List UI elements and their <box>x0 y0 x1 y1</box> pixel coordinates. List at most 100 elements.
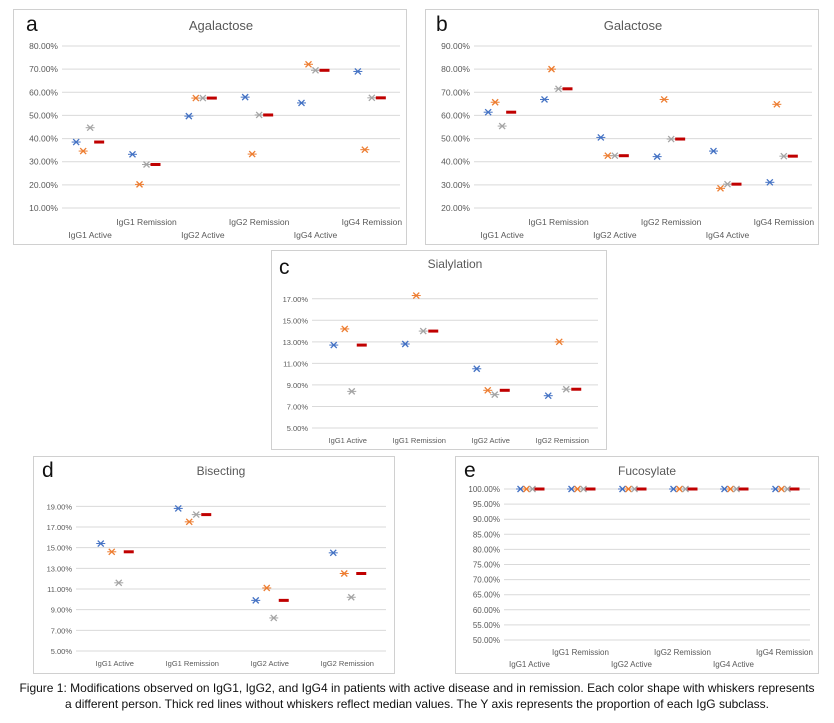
data-point-person-2 <box>78 147 88 155</box>
panel-letter-b: b <box>436 13 448 36</box>
data-point-person-2 <box>360 146 370 154</box>
data-point-person-1 <box>353 67 363 75</box>
data-point-person-2 <box>483 386 493 394</box>
y-tick-label: 9.00% <box>287 381 309 390</box>
data-point-person-3 <box>367 94 377 102</box>
x-category-label: IgG2 Remission <box>654 648 711 657</box>
data-point-person-2 <box>772 100 782 108</box>
panel-d: d Bisecting 5.00% 7.00% 9.00% 11.00% 13.00% 15… <box>33 456 395 674</box>
chart-title: Galactose <box>604 18 663 33</box>
x-category-label: IgG2 Remission <box>641 217 702 227</box>
chart-galactose: Galactose 20.00% 30.00% 40.00% 50.00% 60.00% 7… <box>441 18 814 240</box>
x-category-label: IgG1 Remission <box>116 217 177 227</box>
data-point-person-1 <box>709 147 718 155</box>
y-tick-label: 15.00% <box>283 316 309 325</box>
data-point-person-3 <box>561 385 571 393</box>
data-point-person-2 <box>554 338 564 346</box>
chart-sialylation: Sialylation 5.00% 7.00% 9.00% 11.00% 13.00% 15… <box>283 257 598 445</box>
data-point-person-2 <box>247 150 257 158</box>
y-tick-label: 15.00% <box>47 544 73 553</box>
x-category-label: IgG1 Remission <box>393 436 446 445</box>
data-point-person-3 <box>346 593 356 601</box>
chart-bisecting: Bisecting 5.00% 7.00% 9.00% 11.00% 13.00% 15.0… <box>47 464 386 668</box>
x-category-label: IgG2 Active <box>251 659 289 668</box>
data-point-person-3 <box>723 180 732 188</box>
y-tick-label: 70.00% <box>29 64 58 74</box>
y-tick-label: 50.00% <box>473 636 500 645</box>
panel-letter-a: a <box>26 13 38 36</box>
panel-letter-e: e <box>464 459 476 482</box>
y-tick-label: 5.00% <box>51 647 73 656</box>
y-tick-label: 40.00% <box>29 134 58 144</box>
data-point-person-2 <box>340 325 350 333</box>
y-tick-label: 7.00% <box>287 402 309 411</box>
panel-letter-c: c <box>279 256 290 279</box>
y-tick-label: 60.00% <box>473 606 500 615</box>
data-point-person-3 <box>497 122 507 130</box>
y-tick-label: 95.00% <box>473 500 500 509</box>
y-tick-label: 80.00% <box>29 41 58 51</box>
data-point-person-1 <box>128 150 137 158</box>
y-tick-label: 40.00% <box>441 157 470 167</box>
y-tick-label: 19.00% <box>47 502 73 511</box>
data-point-person-3 <box>554 85 563 93</box>
figure-caption: Figure 1: Modifications observed on IgG1… <box>0 680 834 712</box>
data-point-person-1 <box>329 341 339 349</box>
panel-b: b Galactose 20.00% 30.00% 40.00% 50.00% 60.00… <box>425 9 819 245</box>
y-tick-label: 100.00% <box>468 485 500 494</box>
data-point-person-1 <box>184 112 194 120</box>
data-point-person-2 <box>490 98 500 106</box>
x-category-label: IgG2 Active <box>593 230 637 240</box>
x-category-label: IgG4 Remission <box>756 648 813 657</box>
y-tick-label: 70.00% <box>441 87 470 97</box>
data-point-person-3 <box>347 387 357 395</box>
panel-a: a Agalactose 10.00% 20.00% 30.00% 40.00% 50.0… <box>13 9 407 245</box>
y-tick-label: 11.00% <box>47 585 72 594</box>
x-category-label: IgG4 Active <box>294 230 338 240</box>
data-point-person-3 <box>114 579 124 587</box>
y-tick-label: 85.00% <box>473 530 500 539</box>
x-category-label: IgG2 Remission <box>321 659 374 668</box>
data-point-person-3 <box>311 66 320 74</box>
y-tick-label: 9.00% <box>51 606 73 615</box>
caption-line-1: Figure 1: Modifications observed on IgG1… <box>19 681 815 695</box>
y-tick-label: 11.00% <box>283 359 308 368</box>
y-tick-label: 55.00% <box>473 621 500 630</box>
x-category-label: IgG1 Remission <box>528 217 589 227</box>
y-tick-label: 50.00% <box>29 110 58 120</box>
chart-title: Fucosylate <box>618 464 676 478</box>
caption-line-2: a different person. Thick red lines with… <box>65 697 769 711</box>
chart-fucosylate: Fucosylate 50.00% 55.00% 60.00% 65.00% 70.00%… <box>468 464 813 669</box>
data-point-person-3 <box>779 152 789 160</box>
data-point-person-3 <box>418 327 428 335</box>
x-category-label: IgG1 Remission <box>552 648 609 657</box>
y-tick-label: 50.00% <box>441 134 470 144</box>
chart-agalactose: Agalactose 10.00% 20.00% 30.00% 40.00% 50.00%… <box>29 18 403 240</box>
y-tick-label: 17.00% <box>47 523 73 532</box>
x-category-label: IgG1 Active <box>509 660 550 669</box>
data-point-person-1 <box>71 138 81 146</box>
x-category-label: IgG1 Active <box>96 659 134 668</box>
data-point-person-3 <box>254 111 264 119</box>
data-point-person-1 <box>96 540 106 547</box>
data-point-person-3 <box>142 161 151 168</box>
x-category-label: IgG4 Active <box>706 230 750 240</box>
x-category-label: IgG2 Active <box>472 436 510 445</box>
x-category-label: IgG4 Remission <box>342 217 403 227</box>
data-point-person-1 <box>540 96 549 103</box>
y-tick-label: 60.00% <box>29 87 58 97</box>
y-tick-label: 20.00% <box>29 180 58 190</box>
data-point-person-1 <box>297 99 306 107</box>
data-point-person-3 <box>198 94 208 102</box>
data-point-person-1 <box>596 133 606 141</box>
y-tick-label: 65.00% <box>473 591 500 600</box>
y-tick-label: 20.00% <box>441 203 470 213</box>
data-point-person-1 <box>328 549 338 557</box>
data-point-person-2 <box>339 570 349 577</box>
data-point-person-1 <box>472 365 482 373</box>
data-point-person-3 <box>610 152 620 160</box>
data-point-person-2 <box>304 60 313 68</box>
data-point-person-1 <box>173 504 183 512</box>
x-category-label: IgG1 Active <box>480 230 524 240</box>
y-tick-label: 30.00% <box>441 180 470 190</box>
